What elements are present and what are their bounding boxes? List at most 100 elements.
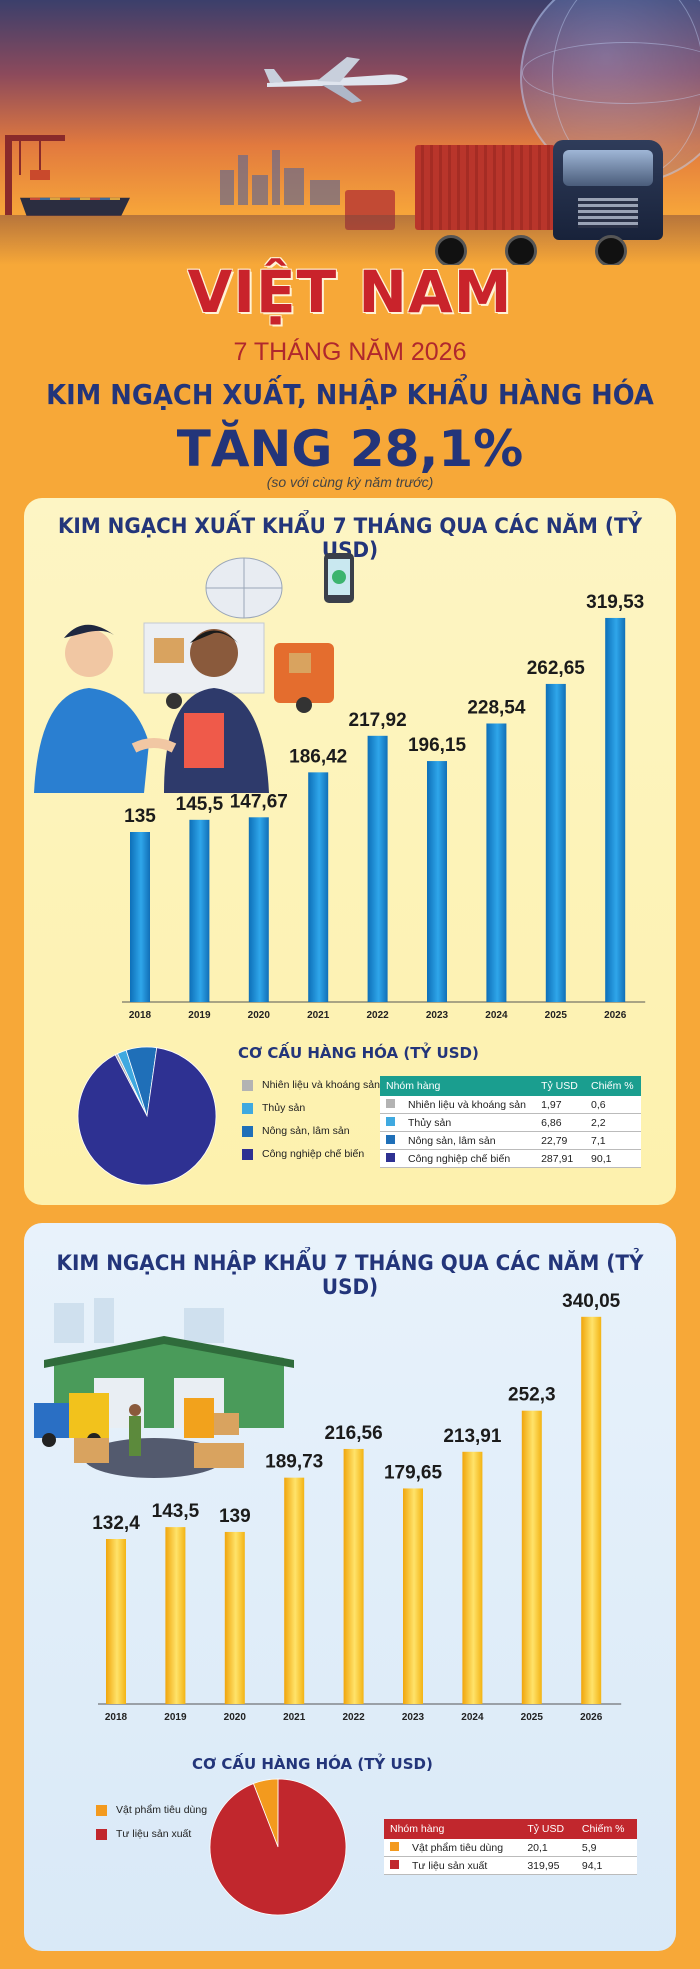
x-tick-label: 2026: [580, 1712, 603, 1723]
import-panel-title: KIM NGẠCH NHẬP KHẨU 7 THÁNG QUA CÁC NĂM …: [56, 1251, 644, 1299]
warehouse-logistics-illustration: [34, 1298, 294, 1478]
export-bar-chart: 135 2018 145,5 2019 147,67 2020 186,42 2021 217,…: [122, 592, 646, 1018]
row-value: 22,79: [535, 1131, 586, 1150]
pie-slice-4: [77, 1047, 217, 1186]
export-pie-chart: [77, 1046, 217, 1186]
row-swatch: [380, 1131, 402, 1150]
x-tick-label: 2020: [248, 1010, 271, 1018]
legend-item: Vật phẩm tiêu dùng: [96, 1804, 207, 1816]
row-share: 7,1: [585, 1131, 641, 1150]
bar-value-label: 179,65: [384, 1462, 443, 1483]
business-handshake-illustration: [34, 553, 354, 793]
x-tick-label: 2024: [461, 1712, 484, 1723]
bar-value-label: 143,5: [152, 1501, 200, 1522]
row-name: Tư liệu sản xuất: [406, 1856, 522, 1875]
bar-2018: [130, 832, 150, 1002]
period-subtitle: 7 THÁNG NĂM 2026: [233, 338, 467, 366]
table-row: Tư liệu sản xuất 319,95 94,1: [384, 1856, 637, 1875]
bar-2021: [284, 1477, 305, 1704]
export-structure-table: Nhóm hàng Tỷ USD Chiếm % Nhiên liệu và k…: [380, 1076, 641, 1168]
export-structure-title: CƠ CẤU HÀNG HÓA (TỶ USD): [238, 1044, 479, 1062]
legend-label: Công nghiệp chế biến: [262, 1148, 365, 1160]
bar-2026: [605, 617, 626, 1002]
bar-2024: [462, 1451, 483, 1704]
export-panel: KIM NGẠCH XUẤT KHẨU 7 THÁNG QUA CÁC NĂM …: [24, 498, 676, 1205]
bar-value-label: 262,65: [527, 658, 586, 679]
table-row: Nông sản, lâm sản 22,79 7,1: [380, 1131, 641, 1150]
main-title: VIỆT NAM: [187, 258, 513, 326]
x-tick-label: 2024: [485, 1010, 508, 1018]
bar-2022: [343, 1448, 364, 1704]
bar-2021: [308, 772, 329, 1002]
bar-value-label: 135: [124, 806, 156, 827]
pie-slice-2: [209, 1778, 347, 1916]
hero-illustration: [0, 0, 700, 265]
bar-value-label: 228,54: [467, 697, 526, 718]
row-swatch: [384, 1856, 406, 1875]
bar-value-label: 139: [219, 1506, 251, 1527]
bar-value-label: 132,4: [92, 1513, 140, 1534]
bar-value-label: 319,53: [586, 592, 644, 613]
bar-value-label: 189,73: [265, 1452, 323, 1473]
row-value: 287,91: [535, 1149, 586, 1168]
bar-2022: [367, 735, 388, 1002]
table-row: Vật phẩm tiêu dùng 20,1 5,9: [384, 1839, 637, 1857]
col-header: Nhóm hàng: [386, 1080, 441, 1092]
row-share: 5,9: [575, 1839, 637, 1857]
x-tick-label: 2019: [164, 1712, 187, 1723]
x-tick-label: 2020: [224, 1712, 247, 1723]
port-crane-icon: [5, 135, 65, 215]
legend-label: Vật phẩm tiêu dùng: [116, 1804, 208, 1816]
row-share: 2,2: [585, 1113, 641, 1132]
legend-item: Nhiên liệu và khoáng sản: [242, 1079, 380, 1091]
comparison-note: (so với cùng kỳ năm trước): [266, 474, 434, 490]
growth-headline: TĂNG 28,1%: [176, 420, 524, 478]
row-share: 0,6: [585, 1096, 641, 1114]
bar-2026: [581, 1316, 602, 1704]
legend-item: Nông sản, lâm sản: [242, 1125, 350, 1137]
col-header: Chiếm %: [591, 1080, 634, 1092]
col-header: Nhóm hàng: [390, 1823, 445, 1835]
container-truck-icon: [415, 140, 675, 265]
x-tick-label: 2022: [366, 1010, 389, 1018]
import-pie-chart: [209, 1778, 347, 1916]
table-row: Công nghiệp chế biến 287,91 90,1: [380, 1149, 641, 1168]
row-value: 6,86: [535, 1113, 586, 1132]
bar-value-label: 196,15: [408, 735, 467, 756]
bar-2019: [165, 1527, 186, 1704]
bar-2023: [403, 1488, 423, 1704]
bar-value-label: 217,92: [349, 710, 407, 731]
bar-value-label: 252,3: [508, 1385, 556, 1406]
import-structure-title: CƠ CẤU HÀNG HÓA (TỶ USD): [192, 1755, 433, 1773]
row-share: 94,1: [575, 1856, 637, 1875]
headline: KIM NGẠCH XUẤT, NHẬP KHẨU HÀNG HÓA: [46, 378, 654, 411]
row-name: Thủy sản: [402, 1113, 536, 1132]
row-share: 90,1: [585, 1149, 641, 1168]
bar-value-label: 145,5: [176, 794, 224, 815]
row-swatch: [384, 1839, 406, 1857]
col-header: Tỷ USD: [527, 1823, 565, 1835]
bar-value-label: 216,56: [325, 1423, 383, 1444]
bar-2023: [427, 761, 447, 1002]
legend-item: Công nghiệp chế biến: [242, 1148, 364, 1160]
x-tick-label: 2019: [188, 1010, 211, 1018]
import-bar-chart: 132,4 2018 143,5 2019 139 2020 189,73 2021 216,5…: [92, 1291, 622, 1723]
row-swatch: [380, 1113, 402, 1132]
legend-label: Nông sản, lâm sản: [262, 1125, 350, 1137]
x-tick-label: 2023: [426, 1010, 449, 1018]
row-name: Nông sản, lâm sản: [402, 1131, 536, 1150]
col-header: Tỷ USD: [541, 1080, 578, 1092]
legend-item: Thủy sản: [242, 1102, 305, 1114]
x-tick-label: 2018: [105, 1712, 128, 1723]
bar-2024: [486, 723, 507, 1002]
bar-2025: [521, 1410, 542, 1704]
airplane-icon: [264, 57, 408, 103]
row-name: Công nghiệp chế biến: [402, 1149, 536, 1168]
row-value: 319,95: [521, 1856, 576, 1875]
row-name: Nhiên liệu và khoáng sản: [402, 1096, 536, 1114]
legend-label: Nhiên liệu và khoáng sản: [262, 1079, 380, 1091]
row-name: Vật phẩm tiêu dùng: [406, 1839, 522, 1857]
row-value: 20,1: [521, 1839, 576, 1857]
x-tick-label: 2023: [402, 1712, 425, 1723]
bar-2025: [545, 683, 566, 1002]
